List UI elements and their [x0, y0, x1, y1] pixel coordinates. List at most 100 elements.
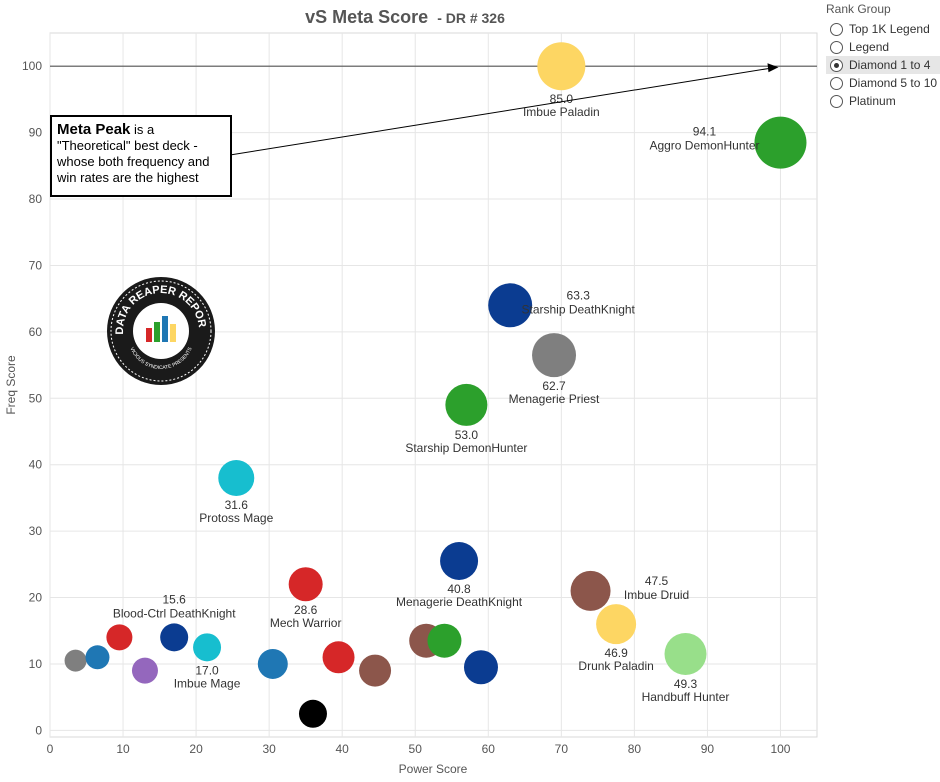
point-name-label: Imbue Mage — [174, 676, 241, 690]
x-tick-label: 70 — [555, 742, 569, 756]
rank-option-legend[interactable]: Legend — [826, 38, 940, 56]
point-name-label: Imbue Paladin — [523, 105, 600, 119]
annotation-heading: Meta Peak — [57, 121, 131, 138]
y-tick-label: 100 — [22, 59, 42, 73]
y-tick-label: 50 — [29, 391, 43, 405]
tick-labels: 0 10 20 30 40 50 60 70 80 90 100 0 10 20 30 40 50 60 70 80 9… — [22, 59, 791, 756]
point-name-label: Menagerie DeathKnight — [396, 595, 523, 609]
deck-point[interactable] — [570, 570, 611, 611]
rank-option-diamond-1-to-4[interactable]: Diamond 1 to 4 — [826, 56, 940, 74]
point-score-label: 53.0 — [455, 428, 479, 442]
point-name-label: Handbuff Hunter — [642, 690, 730, 704]
rank-option-diamond-5-to-10[interactable]: Diamond 5 to 10 — [826, 74, 940, 92]
deck-point[interactable] — [359, 654, 392, 687]
point-score-label: 49.3 — [674, 677, 698, 691]
x-tick-label: 30 — [262, 742, 276, 756]
deck-point[interactable] — [131, 657, 158, 684]
deck-point[interactable] — [427, 623, 462, 658]
deck-point[interactable] — [257, 648, 288, 679]
radio-icon[interactable] — [830, 76, 843, 90]
deck-point[interactable] — [596, 604, 637, 645]
y-tick-label: 30 — [29, 524, 43, 538]
rank-group-filter: Rank Group Top 1K Legend Legend Diamond … — [826, 2, 940, 110]
point-score-label: 94.1 — [693, 125, 717, 139]
x-tick-label: 80 — [628, 742, 642, 756]
x-axis-title: Power Score — [399, 762, 468, 776]
point-score-label: 85.0 — [550, 92, 574, 106]
y-tick-label: 10 — [29, 657, 43, 671]
deck-point[interactable] — [64, 649, 87, 672]
deck-point[interactable] — [85, 645, 110, 670]
chart-title: vS Meta Score — [305, 7, 428, 27]
y-tick-label: 0 — [35, 723, 42, 737]
point-name-label: Mech Warrior — [270, 616, 342, 630]
y-tick-label: 70 — [29, 258, 43, 272]
y-tick-label: 90 — [29, 126, 43, 140]
meta-peak-annotation: Meta Peak is a "Theoretical" best deck -… — [50, 115, 232, 197]
y-tick-label: 60 — [29, 325, 43, 339]
x-tick-label: 20 — [189, 742, 203, 756]
point-name-label: Imbue Druid — [624, 588, 689, 602]
data-reaper-logo: DATA REAPER REPORT VICIOUS SYNDICATE PRE… — [106, 276, 215, 385]
deck-point[interactable] — [754, 116, 807, 169]
annotation-text: is a "Theoretical" best deck - whose bot… — [57, 122, 210, 185]
deck-point[interactable] — [445, 383, 488, 426]
point-score-label: 17.0 — [195, 663, 219, 677]
point-score-label: 63.3 — [567, 288, 591, 302]
arrow-head — [767, 63, 779, 73]
x-tick-label: 60 — [482, 742, 496, 756]
deck-point[interactable] — [537, 42, 586, 91]
y-tick-label: 20 — [29, 591, 43, 605]
point-score-label: 15.6 — [163, 592, 187, 606]
point-name-label: Protoss Mage — [199, 511, 273, 525]
deck-point[interactable] — [664, 632, 707, 675]
deck-point[interactable] — [288, 567, 323, 602]
point-score-label: 40.8 — [447, 582, 471, 596]
deck-point[interactable] — [298, 699, 327, 728]
y-tick-label: 40 — [29, 458, 43, 472]
point-name-label: Drunk Paladin — [578, 659, 653, 673]
deck-point[interactable] — [440, 542, 479, 580]
radio-icon[interactable] — [830, 40, 843, 54]
rank-group-title: Rank Group — [826, 2, 891, 16]
deck-point[interactable] — [160, 623, 189, 652]
point-name-label: Starship DeathKnight — [521, 302, 635, 316]
deck-point[interactable] — [218, 459, 255, 496]
deck-point[interactable] — [463, 650, 498, 685]
x-tick-label: 50 — [409, 742, 423, 756]
point-name-label: Menagerie Priest — [509, 392, 600, 406]
point-score-label: 46.9 — [604, 646, 628, 660]
deck-point[interactable] — [193, 633, 222, 662]
x-tick-label: 10 — [116, 742, 130, 756]
x-tick-label: 90 — [701, 742, 715, 756]
point-score-label: 47.5 — [645, 574, 669, 588]
point-score-label: 31.6 — [225, 498, 249, 512]
rank-option-platinum[interactable]: Platinum — [826, 92, 940, 110]
deck-point[interactable] — [322, 641, 355, 674]
y-tick-label: 80 — [29, 192, 43, 206]
svg-text:vS Meta Score - DR # 326: vS Meta Score - DR # 326 — [305, 7, 505, 27]
chart-subtitle: - DR # 326 — [437, 10, 505, 26]
point-name-label: Aggro DemonHunter — [649, 139, 759, 153]
deck-point[interactable] — [106, 624, 133, 651]
x-tick-label: 100 — [770, 742, 790, 756]
point-name-label: Starship DemonHunter — [405, 441, 527, 455]
x-tick-label: 40 — [336, 742, 350, 756]
annotation-arrow — [229, 63, 779, 156]
radio-icon[interactable] — [830, 22, 843, 36]
x-tick-label: 0 — [47, 742, 54, 756]
point-score-label: 28.6 — [294, 603, 318, 617]
arrow-shaft — [229, 67, 771, 156]
point-name-label: Blood-Ctrl DeathKnight — [113, 606, 236, 620]
rank-option-top-1k-legend[interactable]: Top 1K Legend — [826, 20, 940, 38]
deck-point[interactable] — [488, 283, 533, 328]
deck-point[interactable] — [532, 333, 577, 378]
radio-icon[interactable] — [830, 94, 843, 108]
y-axis-title: Freq Score — [4, 355, 18, 415]
radio-icon[interactable] — [830, 58, 843, 72]
data-points — [64, 42, 807, 728]
point-score-label: 62.7 — [542, 379, 566, 393]
